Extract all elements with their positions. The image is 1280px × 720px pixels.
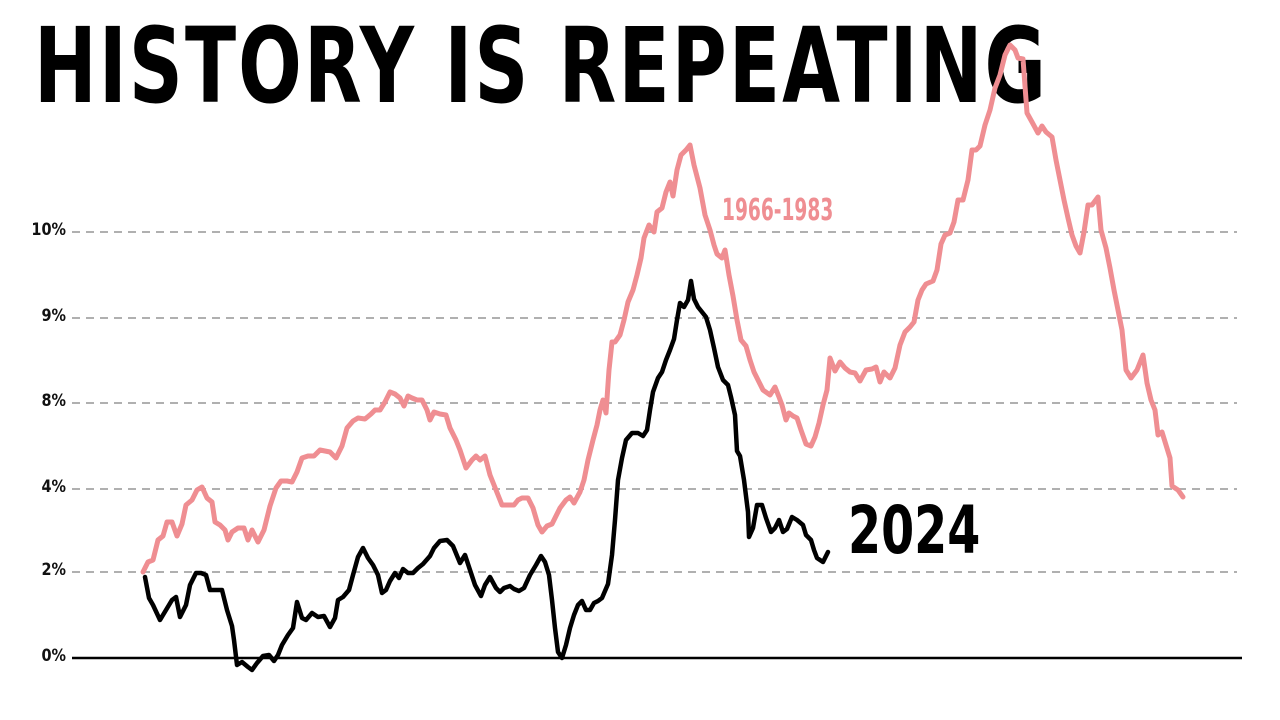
y-tick-label: 0% — [41, 646, 66, 666]
series-label-1966-1983: 1966-1983 — [722, 193, 834, 228]
y-tick-label: 4% — [41, 477, 66, 497]
y-tick-label: 9% — [41, 306, 66, 326]
y-tick-label: 8% — [41, 391, 66, 411]
gridlines — [72, 231, 1237, 573]
page-title: HISTORY IS REPEATING — [34, 5, 1049, 127]
series-line-1966-1983 — [140, 42, 1186, 575]
y-tick-label: 10% — [31, 220, 66, 240]
y-tick-label: 2% — [41, 560, 66, 580]
series-line-2024 — [142, 278, 831, 673]
series-label-2024: 2024 — [848, 492, 981, 569]
